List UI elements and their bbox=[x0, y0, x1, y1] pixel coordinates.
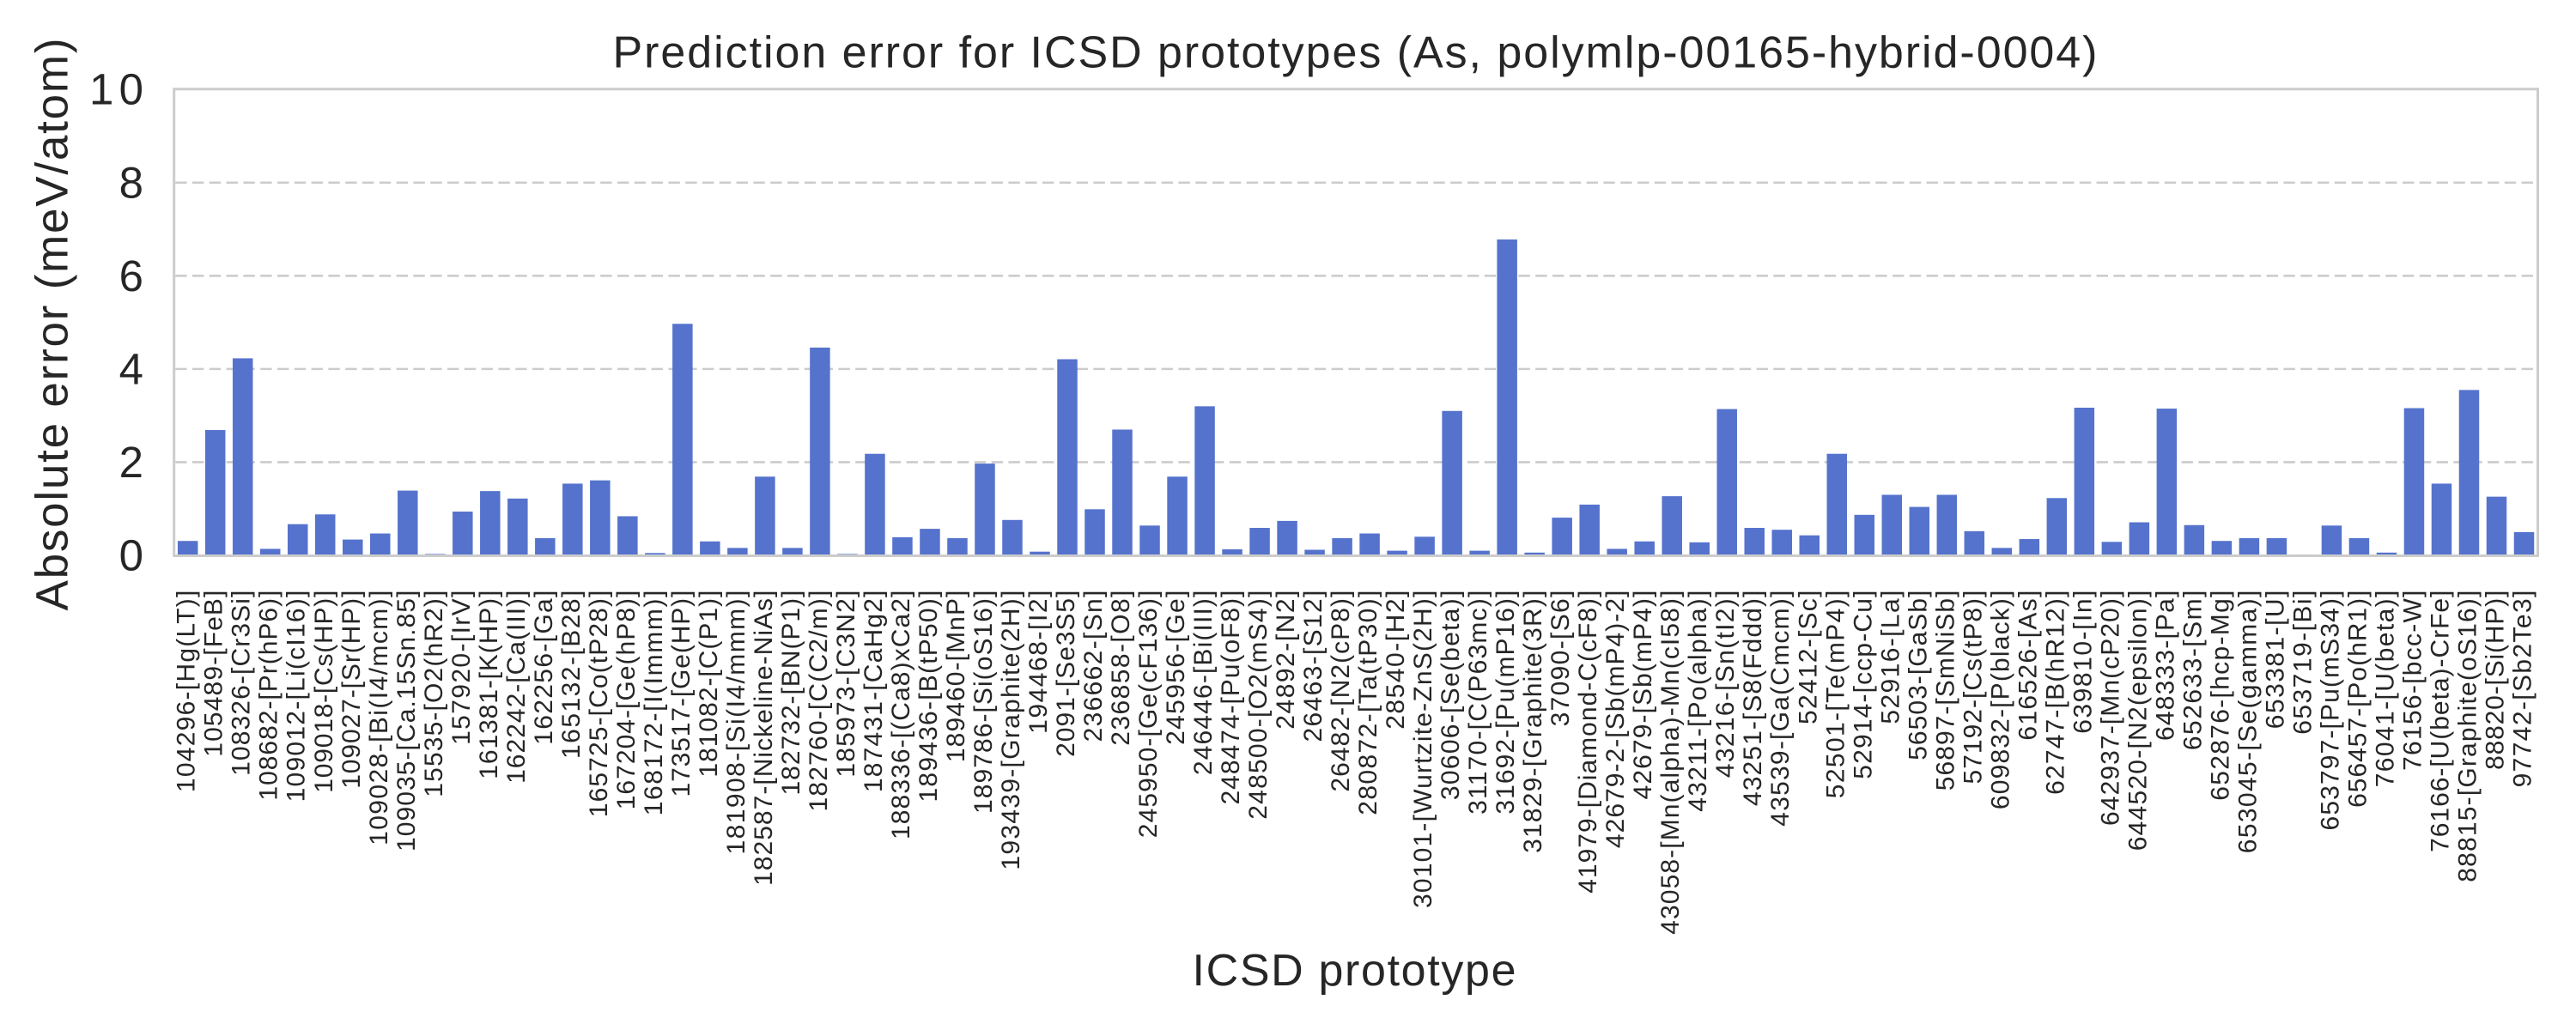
svg-text:43539-[Ga(Cmcm)]: 43539-[Ga(Cmcm)] bbox=[1766, 591, 1795, 827]
svg-text:56503-[GaSb]: 56503-[GaSb] bbox=[1904, 591, 1932, 760]
svg-text:653381-[U]: 653381-[U] bbox=[2261, 591, 2289, 730]
svg-text:182587-[Nickeline-NiAs]: 182587-[Nickeline-NiAs] bbox=[750, 591, 778, 886]
svg-text:248500-[O2(mS4)]: 248500-[O2(mS4)] bbox=[1244, 591, 1273, 820]
svg-text:76156-[bcc-W]: 76156-[bcc-W] bbox=[2398, 591, 2427, 771]
svg-text:656457-[Po(hR1)]: 656457-[Po(hR1)] bbox=[2343, 591, 2372, 808]
svg-text:652876-[hcp-Mg]: 652876-[hcp-Mg] bbox=[2206, 591, 2234, 801]
svg-text:42679-2-[Sb(mP4)-2]: 42679-2-[Sb(mP4)-2] bbox=[1601, 591, 1630, 849]
svg-text:109035-[Ca.15Sn.85]: 109035-[Ca.15Sn.85] bbox=[392, 591, 421, 851]
svg-text:8: 8 bbox=[119, 158, 143, 207]
svg-text:26482-[N2(cP8)]: 26482-[N2(cP8)] bbox=[1327, 591, 1355, 792]
svg-text:Prediction error for ICSD prot: Prediction error for ICSD prototypes (As… bbox=[613, 28, 2098, 78]
svg-text:52914-[ccp-Cu]: 52914-[ccp-Cu] bbox=[1849, 591, 1877, 779]
svg-text:4: 4 bbox=[119, 344, 143, 393]
svg-text:2: 2 bbox=[119, 438, 143, 487]
svg-text:185973-[C3N2]: 185973-[C3N2] bbox=[832, 591, 860, 778]
svg-text:189786-[Si(oS16)]: 189786-[Si(oS16)] bbox=[969, 591, 998, 814]
svg-text:108682-[Pr(hP6)]: 108682-[Pr(hP6)] bbox=[255, 591, 283, 801]
svg-text:168172-[I(Immm)]: 168172-[I(Immm)] bbox=[640, 591, 668, 816]
svg-text:56897-[SmNiSb]: 56897-[SmNiSb] bbox=[1931, 591, 1959, 791]
svg-text:644520-[N2(epsilon)]: 644520-[N2(epsilon)] bbox=[2123, 591, 2152, 851]
svg-text:648333-[Pa]: 648333-[Pa] bbox=[2151, 591, 2179, 741]
svg-text:182732-[BN(P1)]: 182732-[BN(P1)] bbox=[777, 591, 805, 796]
svg-text:31692-[Pu(mP16)]: 31692-[Pu(mP16)] bbox=[1492, 591, 1520, 815]
svg-text:162256-[Ga]: 162256-[Ga] bbox=[530, 591, 558, 745]
svg-text:43211-[Po(alpha)]: 43211-[Po(alpha)] bbox=[1684, 591, 1712, 812]
svg-text:15535-[O2(hR2)]: 15535-[O2(hR2)] bbox=[420, 591, 448, 797]
svg-text:42679-[Sb(mP4)]: 42679-[Sb(mP4)] bbox=[1629, 591, 1657, 800]
svg-text:173517-[Ge(HP)]: 173517-[Ge(HP)] bbox=[667, 591, 696, 797]
svg-text:43216-[Sn(tI2)]: 43216-[Sn(tI2)] bbox=[1711, 591, 1740, 779]
svg-text:236662-[Sn]: 236662-[Sn] bbox=[1079, 591, 1108, 742]
svg-text:26463-[S12]: 26463-[S12] bbox=[1299, 591, 1327, 742]
svg-text:236858-[O8]: 236858-[O8] bbox=[1107, 591, 1135, 746]
svg-text:52501-[Te(mP4)]: 52501-[Te(mP4)] bbox=[1821, 591, 1850, 799]
svg-text:109027-[Sr(HP)]: 109027-[Sr(HP)] bbox=[337, 591, 366, 789]
svg-text:189460-[MnP]: 189460-[MnP] bbox=[942, 591, 970, 763]
svg-text:194468-[I2]: 194468-[I2] bbox=[1024, 591, 1053, 734]
svg-text:28540-[H2]: 28540-[H2] bbox=[1382, 591, 1410, 730]
svg-text:41979-[Diamond-C(cF8)]: 41979-[Diamond-C(cF8)] bbox=[1574, 591, 1602, 894]
svg-text:653797-[Pu(mS34)]: 653797-[Pu(mS34)] bbox=[2316, 591, 2344, 831]
svg-text:24892-[N2]: 24892-[N2] bbox=[1272, 591, 1300, 730]
svg-text:248474-[Pu(oF8)]: 248474-[Pu(oF8)] bbox=[1217, 591, 1245, 805]
svg-text:43251-[S8(Fddd)]: 43251-[S8(Fddd)] bbox=[1739, 591, 1767, 806]
svg-text:30606-[Se(beta)]: 30606-[Se(beta)] bbox=[1437, 591, 1465, 801]
svg-text:157920-[IrV]: 157920-[IrV] bbox=[447, 591, 476, 745]
svg-text:0: 0 bbox=[119, 531, 143, 580]
svg-text:189436-[B(tP50)]: 189436-[B(tP50)] bbox=[914, 591, 943, 803]
svg-text:30101-[Wurtzite-ZnS(2H)]: 30101-[Wurtzite-ZnS(2H)] bbox=[1409, 591, 1437, 908]
svg-text:109012-[Li(cI16)]: 109012-[Li(cI16)] bbox=[283, 591, 311, 803]
svg-text:165132-[B28]: 165132-[B28] bbox=[557, 591, 586, 759]
svg-text:52916-[La]: 52916-[La] bbox=[1876, 591, 1905, 724]
svg-text:187431-[CaHg2]: 187431-[CaHg2] bbox=[860, 591, 888, 793]
svg-text:37090-[S6]: 37090-[S6] bbox=[1546, 591, 1575, 727]
svg-text:88820-[Si(HP)]: 88820-[Si(HP)] bbox=[2481, 591, 2509, 770]
svg-text:653045-[Se(gamma)]: 653045-[Se(gamma)] bbox=[2233, 591, 2262, 854]
svg-text:182760-[C(C2/m)]: 182760-[C(C2/m)] bbox=[805, 591, 833, 812]
svg-text:105489-[FeB]: 105489-[FeB] bbox=[200, 591, 228, 757]
svg-text:62747-[B(hR12)]: 62747-[B(hR12)] bbox=[2041, 591, 2069, 795]
svg-text:193439-[Graphite(2H)]: 193439-[Graphite(2H)] bbox=[997, 591, 1025, 870]
svg-text:109028-[Bi(I4/mcm)]: 109028-[Bi(I4/mcm)] bbox=[365, 591, 393, 845]
svg-text:108326-[Cr3Si]: 108326-[Cr3Si] bbox=[228, 591, 256, 776]
svg-text:6: 6 bbox=[119, 251, 143, 300]
svg-text:653719-[Bi]: 653719-[Bi] bbox=[2288, 591, 2317, 735]
svg-text:161381-[K(HP)]: 161381-[K(HP)] bbox=[475, 591, 503, 779]
svg-text:31170-[C(P63mc)]: 31170-[C(P63mc)] bbox=[1464, 591, 1492, 815]
svg-text:245956-[Ge]: 245956-[Ge] bbox=[1162, 591, 1190, 745]
svg-text:652633-[Sm]: 652633-[Sm] bbox=[2178, 591, 2207, 751]
svg-text:Absolute error (meV/atom): Absolute error (meV/atom) bbox=[27, 39, 77, 611]
svg-text:639810-[In]: 639810-[In] bbox=[2069, 591, 2097, 734]
svg-text:280872-[Ta(tP30)]: 280872-[Ta(tP30)] bbox=[1354, 591, 1382, 815]
svg-text:181082-[C(P1)]: 181082-[C(P1)] bbox=[695, 591, 723, 778]
svg-text:165725-[Co(tP28)]: 165725-[Co(tP28)] bbox=[585, 591, 613, 818]
svg-text:31829-[Graphite(3R)]: 31829-[Graphite(3R)] bbox=[1519, 591, 1547, 853]
svg-text:76041-[U(beta)]: 76041-[U(beta)] bbox=[2371, 591, 2399, 788]
svg-text:57192-[Cs(tP8)]: 57192-[Cs(tP8)] bbox=[1959, 591, 1987, 785]
svg-text:43058-[Mn(alpha)-Mn(cI58)]: 43058-[Mn(alpha)-Mn(cI58)] bbox=[1656, 591, 1685, 935]
svg-text:2091-[Se3S5]: 2091-[Se3S5] bbox=[1052, 591, 1080, 757]
svg-text:ICSD prototype: ICSD prototype bbox=[1193, 946, 1516, 996]
svg-text:181908-[Si(I4/mmm)]: 181908-[Si(I4/mmm)] bbox=[722, 591, 750, 855]
svg-text:188336-[(Ca8)xCa2]: 188336-[(Ca8)xCa2] bbox=[887, 591, 915, 839]
svg-text:109018-[Cs(HP)]: 109018-[Cs(HP)] bbox=[310, 591, 338, 793]
svg-text:76166-[U(beta)-CrFe]: 76166-[U(beta)-CrFe] bbox=[2426, 591, 2454, 852]
svg-text:97742-[Sb2Te3]: 97742-[Sb2Te3] bbox=[2509, 591, 2537, 788]
svg-text:167204-[Ge(hP8)]: 167204-[Ge(hP8)] bbox=[612, 591, 641, 810]
svg-text:642937-[Mn(cP20)]: 642937-[Mn(cP20)] bbox=[2096, 591, 2124, 826]
svg-text:609832-[P(black)]: 609832-[P(black)] bbox=[1986, 591, 2014, 810]
svg-text:88815-[Graphite(oS16)]: 88815-[Graphite(oS16)] bbox=[2453, 591, 2482, 882]
svg-text:616526-[As]: 616526-[As] bbox=[2014, 591, 2042, 741]
svg-text:52412-[Sc]: 52412-[Sc] bbox=[1794, 591, 1822, 724]
svg-text:162242-[Ca(III)]: 162242-[Ca(III)] bbox=[502, 591, 531, 784]
svg-text:246446-[Bi(III)]: 246446-[Bi(III)] bbox=[1189, 591, 1218, 776]
svg-text:245950-[Ge(cF136)]: 245950-[Ge(cF136)] bbox=[1134, 591, 1163, 839]
